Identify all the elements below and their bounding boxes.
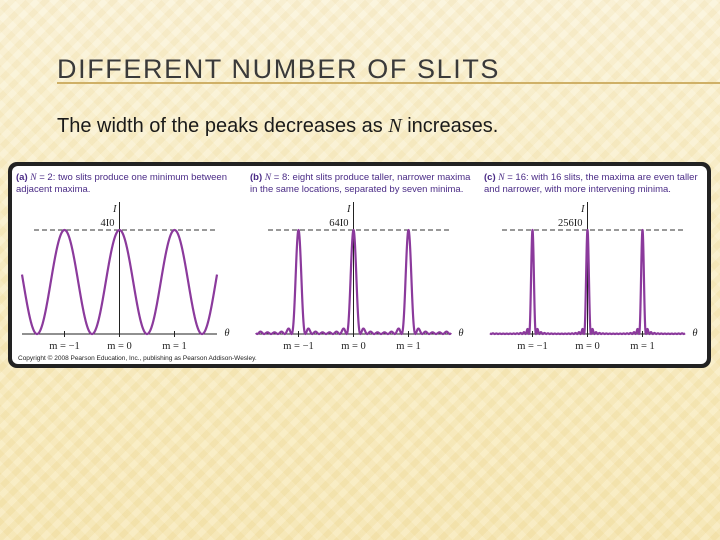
figure-frame: (a) N = 2: two slits produce one minimum… (8, 162, 711, 368)
panel-c-y-label: I (580, 204, 585, 215)
panel-a-order-label: m = 1 (162, 341, 187, 352)
panel-c-plot: m = −1 m = 0 m = 1 I 256I0 θ (489, 202, 698, 352)
panel-b-intensity-curve (255, 228, 452, 336)
panel-a-x-label: θ (224, 328, 229, 339)
subtitle-text-start: The width of the peaks decreases as (57, 115, 389, 137)
panel-c-caption: (c) N = 16: with 16 slits, the maxima ar… (484, 172, 706, 196)
panel-b-caption: (b) N = 8: eight slits produce taller, n… (250, 172, 472, 196)
panel-b-x-label: θ (458, 328, 463, 339)
panel-a-caption-text: two slits produce one minimum between ad… (16, 172, 227, 195)
panel-b-order-label: m = 0 (341, 341, 366, 352)
figure-panel-area: (a) N = 2: two slits produce one minimum… (12, 166, 707, 364)
panel-b-peak-label: 64I0 (329, 218, 348, 229)
panel-a-caption: (a) N = 2: two slits produce one minimum… (16, 172, 238, 196)
panel-a: (a) N = 2: two slits produce one minimum… (12, 166, 244, 364)
panel-c-order-label: m = −1 (517, 341, 548, 352)
panel-b-caption-text: eight slits produce taller, narrower max… (250, 172, 471, 195)
slide-title: DIFFERENT NUMBER OF SLITS (57, 54, 501, 84)
panel-a-order-label: m = 0 (107, 341, 132, 352)
panel-b-y-label: I (346, 204, 351, 215)
panel-a-tag: (a) (16, 172, 28, 183)
panel-c-peak-label: 256I0 (558, 218, 583, 229)
panel-a-n-symbol: N (30, 173, 37, 183)
panel-a-order-label: m = −1 (49, 341, 80, 352)
panel-c-n-value: = 16: (507, 172, 529, 183)
panel-b-tag: (b) (250, 172, 263, 183)
panel-a-y-label: I (112, 204, 117, 215)
panel-a-peak-label: 4I0 (101, 218, 115, 229)
panel-c-n-symbol: N (498, 173, 505, 183)
subtitle-text-end: increases. (401, 115, 499, 137)
panel-c-order-label: m = 0 (575, 341, 600, 352)
panel-c-tag: (c) (484, 172, 496, 183)
panel-c: (c) N = 16: with 16 slits, the maxima ar… (480, 166, 707, 364)
title-underline (57, 82, 720, 84)
panel-a-plot: m = −1 m = 0 m = 1 I 4I0 θ (20, 202, 230, 352)
subtitle-symbol-n: N (388, 115, 402, 137)
panel-c-order-label: m = 1 (630, 341, 655, 352)
panel-b-plot: m = −1 m = 0 m = 1 I 64I0 θ (255, 202, 464, 352)
panel-b-order-label: m = 1 (396, 341, 421, 352)
slide-subtitle: The width of the peaks decreases as N in… (57, 115, 498, 138)
panel-a-intensity-curve (20, 228, 219, 336)
panel-b-order-label: m = −1 (283, 341, 314, 352)
panel-c-caption-text: with 16 slits, the maxima are even talle… (484, 172, 698, 195)
panel-a-n-value: = 2: (39, 172, 56, 183)
panel-b-n-value: = 8: (273, 172, 290, 183)
panel-c-x-label: θ (692, 328, 697, 339)
panel-c-intensity-curve (489, 228, 686, 336)
panel-b: (b) N = 8: eight slits produce taller, n… (246, 166, 478, 364)
panel-b-n-symbol: N (264, 173, 272, 183)
copyright-notice: Copyright © 2008 Pearson Education, Inc.… (18, 355, 257, 362)
